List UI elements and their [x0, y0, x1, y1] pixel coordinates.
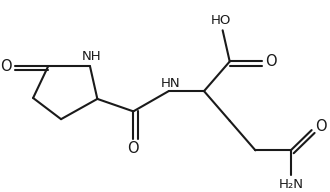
Text: NH: NH: [82, 50, 101, 63]
Text: HO: HO: [211, 14, 231, 27]
Text: O: O: [127, 141, 139, 156]
Text: H₂N: H₂N: [278, 178, 303, 190]
Text: O: O: [0, 59, 12, 74]
Text: O: O: [315, 119, 326, 134]
Text: HN: HN: [160, 77, 180, 90]
Text: O: O: [265, 54, 277, 69]
